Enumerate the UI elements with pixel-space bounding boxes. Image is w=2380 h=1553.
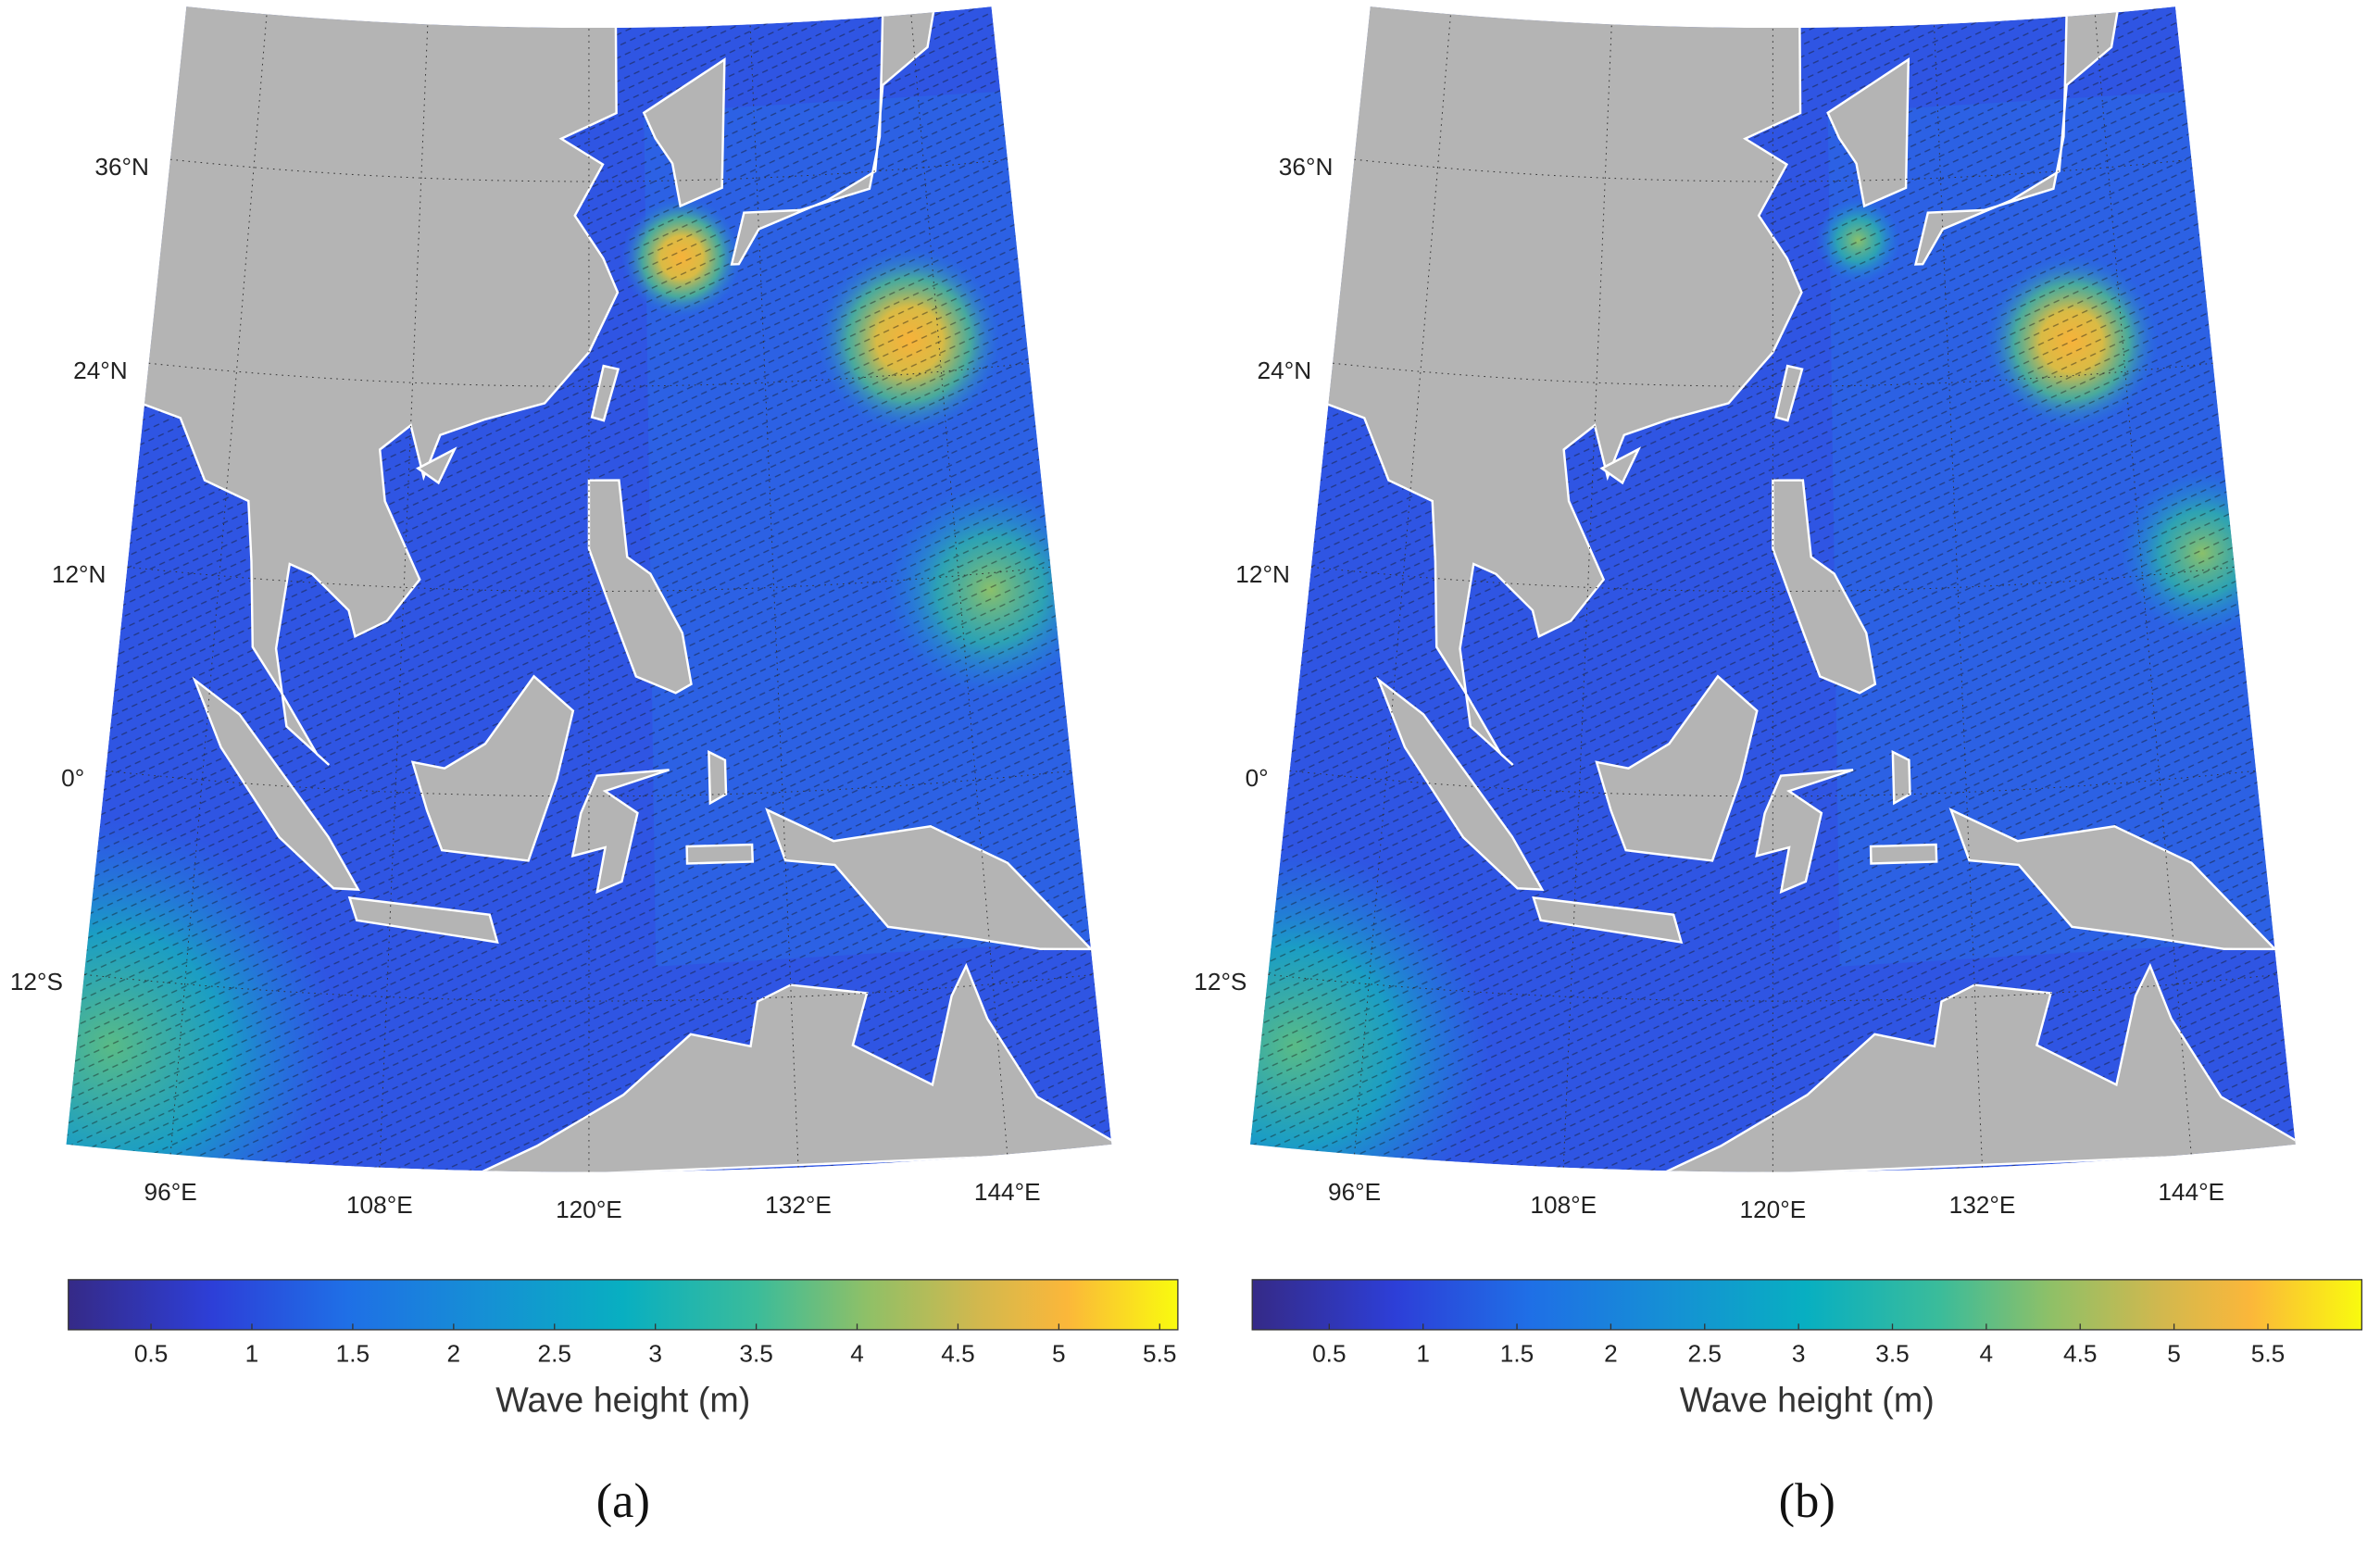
land [570,769,670,895]
land [730,6,938,266]
colorbar-tick-label: 2.5 [538,1340,571,1368]
colorbar-tick-label: 3.5 [739,1340,772,1368]
colorbar [1251,1279,2362,1331]
panel-label: (a) [596,1474,650,1528]
land [1298,6,1803,766]
meridian [910,14,1008,1155]
parallel [148,362,1030,387]
colorbar-tick-label: 2 [1604,1340,1618,1368]
parallel [127,566,1051,593]
colorbar-tick-label: 1.5 [336,1340,370,1368]
lat-label: 12°N [1235,560,1290,588]
lon-label: 120°E [556,1196,622,1223]
lat-label: 36°N [94,153,149,181]
land [347,895,499,944]
lon-label: 108°E [1530,1191,1597,1219]
colorbar-tick-label: 5 [1052,1340,1066,1368]
lon-label: 144°E [2158,1178,2224,1206]
meridian [379,24,429,1168]
meridian [749,24,799,1168]
colorbar-tick-label: 3.5 [1875,1340,1909,1368]
lon-label: 132°E [1949,1191,2016,1219]
panel-label: (b) [1779,1474,1835,1528]
land [1774,364,1804,422]
colorbar-tick-label: 3 [648,1340,662,1368]
colorbar-tick-label: 1.5 [1500,1340,1534,1368]
land [1532,895,1684,944]
land [642,57,726,208]
meridian [1934,24,1983,1168]
land [1599,446,1642,485]
land [410,674,575,862]
colorbar-tick-label: 0.5 [1312,1340,1346,1368]
colorbar-tick-label: 0.5 [134,1340,168,1368]
lon-label: 96°E [1328,1178,1381,1206]
land [590,364,620,422]
colorbar-tick-label: 2.5 [1688,1340,1722,1368]
colorbar-tick-label: 4.5 [2063,1340,2097,1368]
colorbar-tick-label: 4 [850,1340,864,1368]
colorbar-tick-label: 1 [1416,1340,1430,1368]
colorbar-tick-label: 4.5 [941,1340,974,1368]
colorbar-tick-label: 1 [245,1340,259,1368]
lon-label: 144°E [974,1178,1041,1206]
lon-label: 132°E [765,1191,832,1219]
lat-label: 0° [61,764,84,792]
land [587,479,693,695]
meridian [1354,14,1451,1155]
land [192,676,361,891]
land [685,843,755,865]
colorbar-tick-label: 3 [1792,1340,1806,1368]
land [1869,843,1938,865]
map-area [1250,6,2296,1172]
colorbar-tick-label: 5.5 [1143,1340,1176,1368]
land [114,6,620,766]
lat-label: 12°N [52,560,106,588]
colorbar-tick-label: 5.5 [2251,1340,2285,1368]
land [1755,769,1854,895]
lon-label: 108°E [346,1191,413,1219]
meridian [169,14,268,1155]
colorbar-tick-label: 5 [2167,1340,2181,1368]
lon-label: 120°E [1740,1196,1807,1223]
lat-label: 12°S [10,968,63,996]
parallel [1333,362,2213,387]
colorbar [68,1279,1179,1331]
lat-label: 24°N [1258,357,1312,384]
map-area [66,6,1112,1172]
lon-label: 96°E [144,1178,197,1206]
map-panel: 36°N24°N12°N0°12°S96°E 108°E 120°E 132°E 144… [10,6,1179,1528]
meridian [2094,14,2192,1155]
colorbar-tick-label: 4 [1980,1340,1994,1368]
lat-label: 12°S [1194,968,1246,996]
land [1772,479,1877,695]
lat-label: 0° [1246,764,1269,792]
map-panel: 36°N24°N12°N0°12°S96°E 108°E 120°E 132°E 144… [1194,6,2362,1528]
land [1948,808,2278,951]
land [1913,6,2123,266]
lat-label: 36°N [1279,153,1334,181]
colorbar-tick-label: 2 [447,1340,461,1368]
land [708,749,728,806]
land [416,446,457,485]
land [1891,749,1911,806]
meridian [1562,24,1612,1168]
colorbar-label: Wave height (m) [1680,1381,1935,1420]
parallel [1310,566,2235,593]
land [1826,57,1910,208]
lat-label: 24°N [73,357,128,384]
land [1375,676,1545,891]
land [765,808,1094,951]
land [1595,674,1759,862]
colorbar-label: Wave height (m) [495,1381,750,1420]
